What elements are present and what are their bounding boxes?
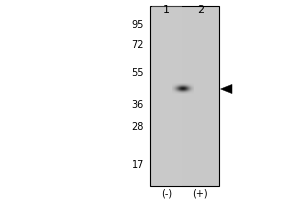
Text: 28: 28 — [132, 122, 144, 132]
Text: 2: 2 — [197, 5, 204, 15]
Text: 17: 17 — [132, 160, 144, 170]
Text: 36: 36 — [132, 100, 144, 110]
FancyBboxPatch shape — [152, 6, 182, 186]
Text: 72: 72 — [131, 40, 144, 50]
FancyBboxPatch shape — [150, 6, 219, 186]
Text: (+): (+) — [193, 188, 208, 198]
Text: (-): (-) — [161, 188, 172, 198]
Polygon shape — [220, 84, 232, 94]
Text: 95: 95 — [132, 20, 144, 30]
Text: 1: 1 — [163, 5, 170, 15]
Text: 55: 55 — [131, 68, 144, 78]
